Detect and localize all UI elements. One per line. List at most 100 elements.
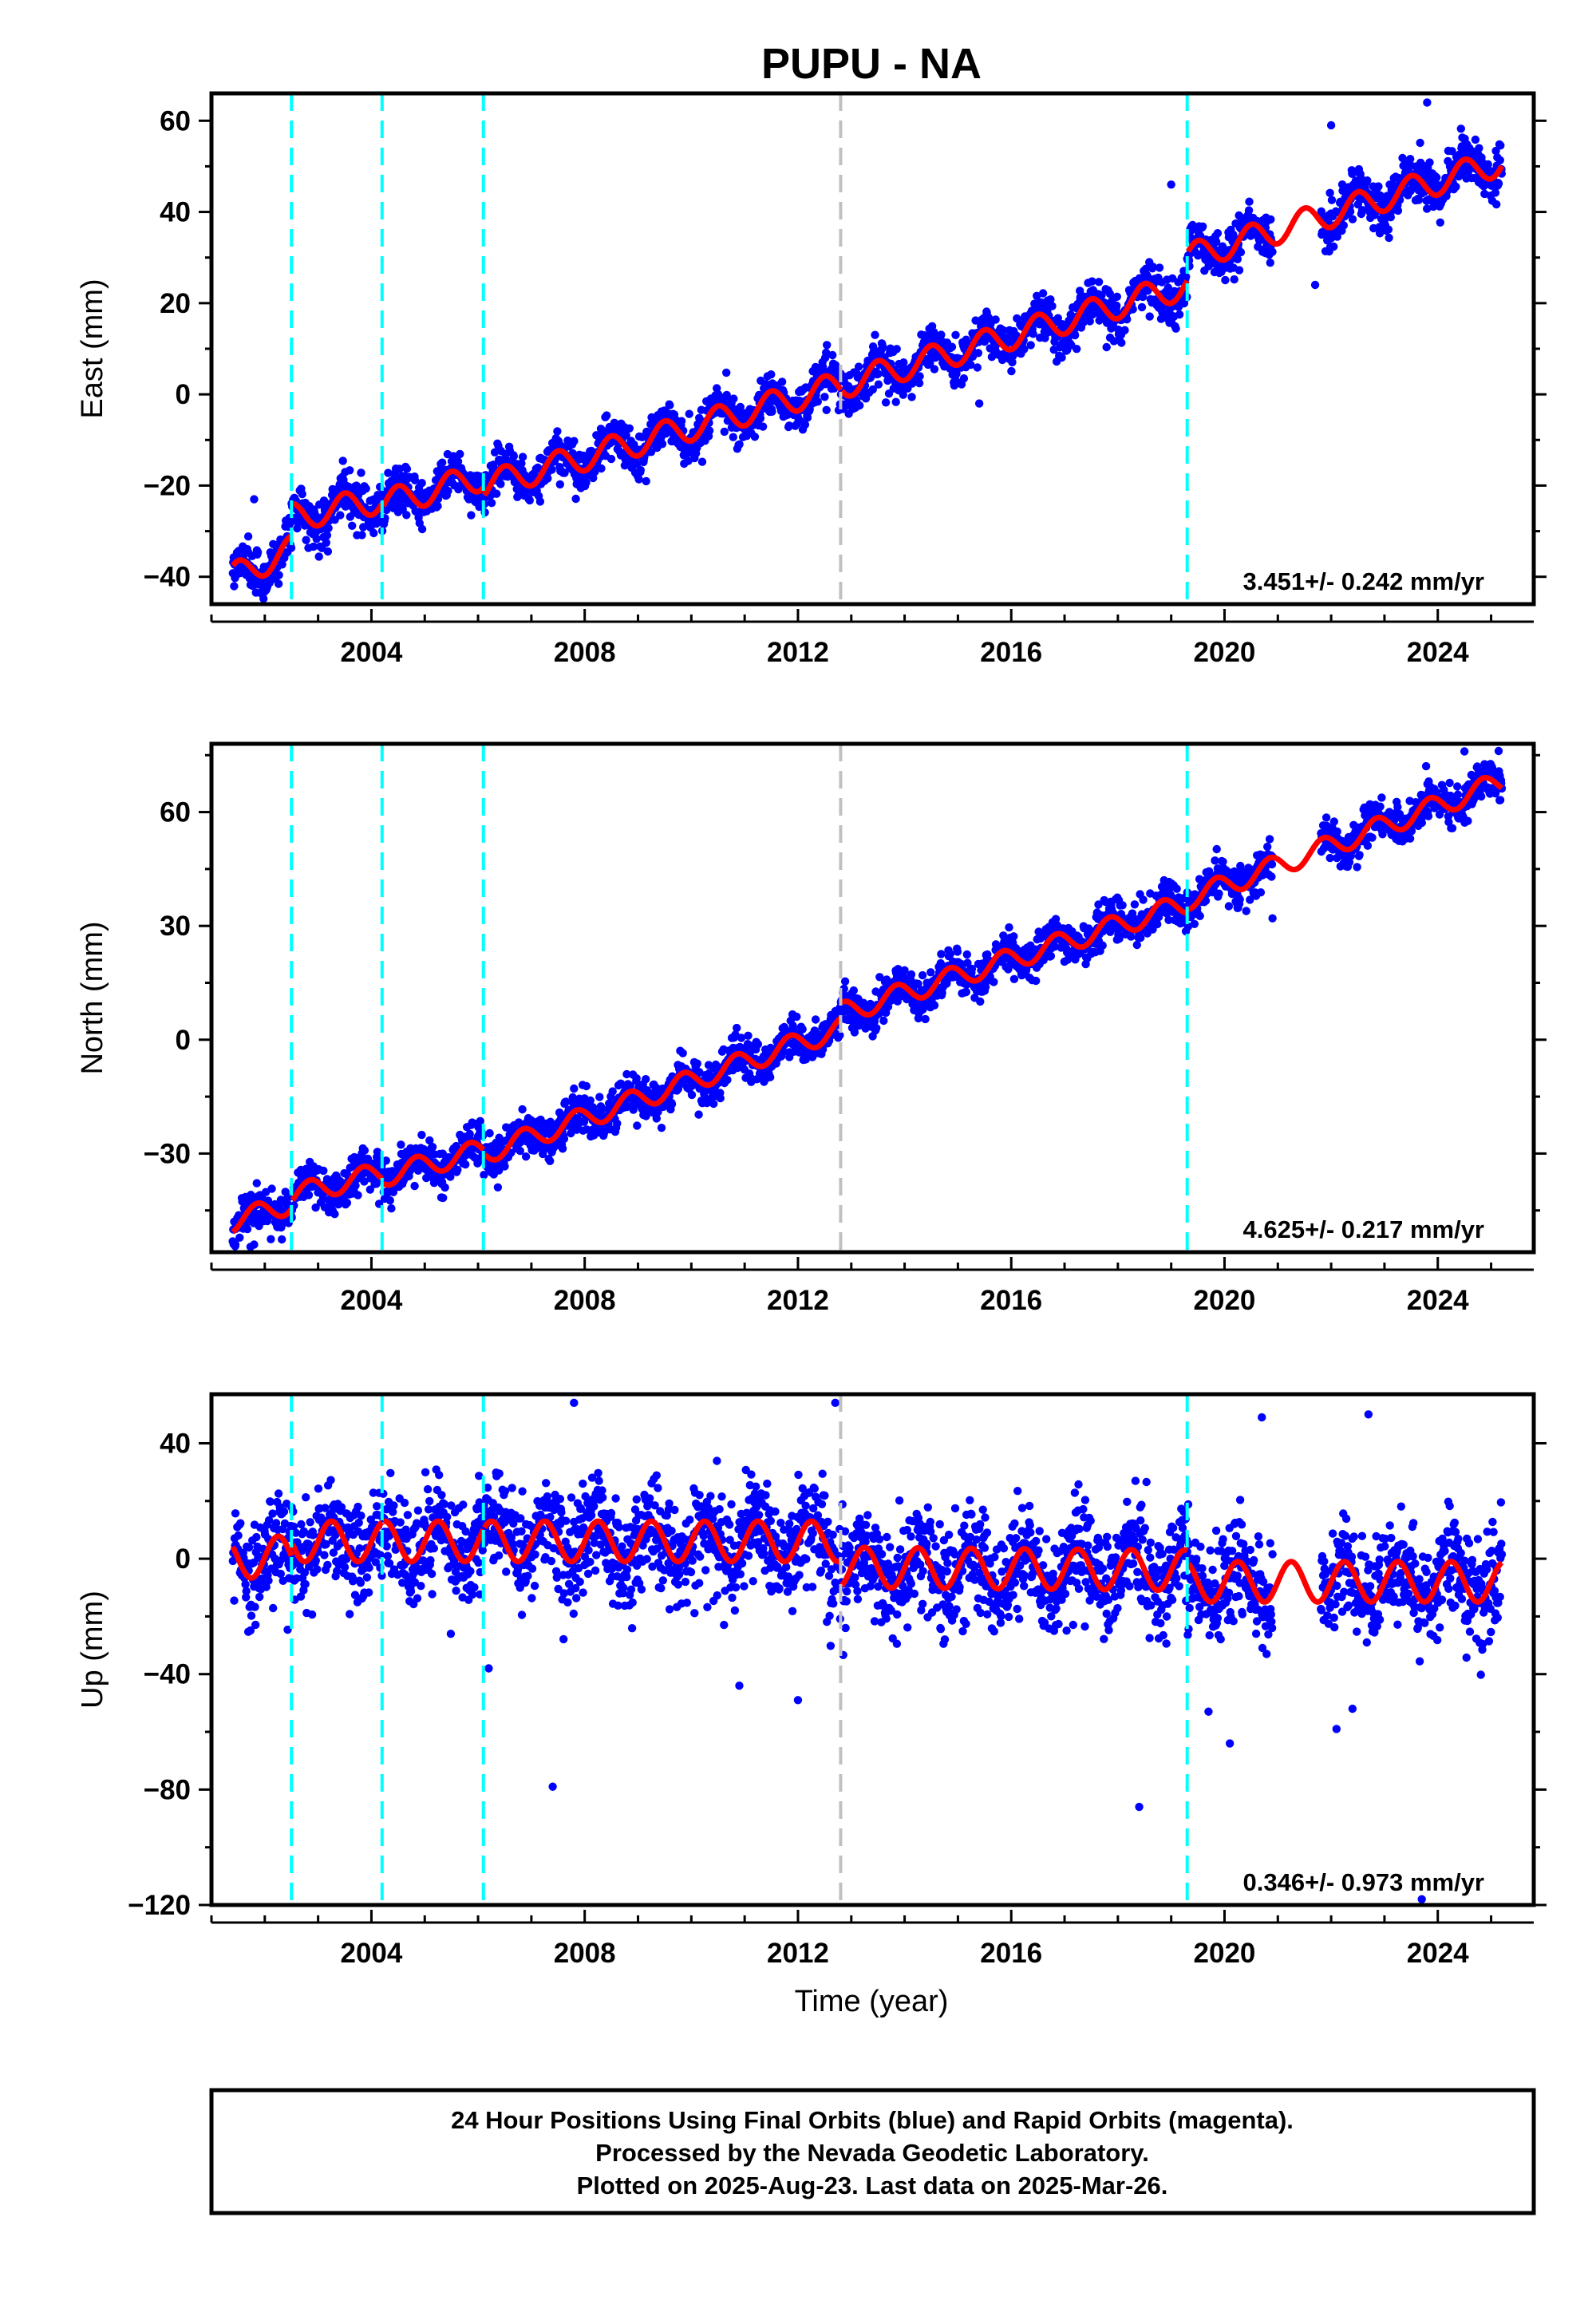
- data-point: [1425, 158, 1434, 167]
- data-point: [693, 1059, 701, 1068]
- data-point: [1211, 237, 1221, 247]
- data-point: [453, 457, 463, 466]
- data-point: [608, 1087, 617, 1096]
- data-point: [1020, 345, 1029, 354]
- data-point: [438, 458, 447, 467]
- data-point: [1171, 324, 1180, 333]
- data-point: [1374, 182, 1383, 191]
- data-point: [849, 986, 859, 995]
- data-point: [1345, 207, 1355, 216]
- data-point: [667, 1100, 677, 1109]
- data-point: [633, 1121, 642, 1130]
- data-point: [753, 1040, 763, 1049]
- data-point: [984, 314, 994, 322]
- data-point: [918, 970, 927, 980]
- data-point: [358, 531, 366, 539]
- data-point: [1406, 155, 1415, 164]
- data-point: [937, 950, 946, 958]
- x-tick-label: 2020: [1194, 637, 1256, 668]
- y-tick-label: −20: [144, 470, 191, 501]
- data-point: [678, 1049, 687, 1057]
- data-point: [1155, 263, 1164, 272]
- data-point: [811, 1015, 820, 1024]
- data-point: [1230, 275, 1238, 284]
- data-point: [1213, 229, 1223, 238]
- data-point: [354, 1191, 362, 1199]
- data-point: [646, 448, 656, 456]
- data-point: [800, 420, 810, 429]
- data-point: [1172, 884, 1181, 893]
- data-point: [959, 374, 969, 383]
- data-point: [571, 494, 580, 504]
- data-point: [947, 342, 957, 351]
- data-point: [871, 330, 879, 339]
- data-point: [1130, 900, 1140, 909]
- data-point: [1432, 173, 1441, 182]
- data-point: [402, 511, 411, 520]
- data-point: [385, 1196, 394, 1205]
- data-point: [735, 440, 744, 449]
- data-point: [489, 460, 498, 469]
- data-point: [926, 968, 935, 977]
- data-point: [384, 468, 393, 477]
- data-point: [402, 464, 412, 473]
- data-point: [417, 524, 427, 534]
- data-point: [433, 501, 442, 511]
- data-point: [1153, 919, 1162, 929]
- data-point-outlier: [1326, 121, 1336, 130]
- data-point: [1097, 290, 1106, 299]
- data-point: [723, 1075, 732, 1085]
- data-point: [891, 397, 900, 406]
- data-point: [252, 1179, 261, 1188]
- x-tick-label: 2016: [980, 637, 1042, 668]
- data-point: [1079, 318, 1088, 326]
- data-point: [1393, 206, 1403, 215]
- plot-area: [228, 93, 1507, 604]
- data-point: [820, 393, 829, 401]
- data-point: [1007, 366, 1016, 376]
- data-point: [259, 595, 268, 603]
- data-point: [966, 360, 975, 370]
- data-point: [1452, 182, 1460, 192]
- x-tick-label: 2008: [554, 637, 616, 668]
- data-point: [962, 987, 971, 997]
- data-point: [1492, 200, 1501, 209]
- data-point: [1132, 940, 1142, 950]
- data-point: [312, 535, 321, 543]
- data-point: [1005, 923, 1013, 932]
- data-point: [687, 1090, 697, 1100]
- data-point: [634, 475, 643, 484]
- data-point: [962, 950, 972, 959]
- data-point: [546, 1156, 555, 1166]
- data-point: [1033, 291, 1041, 300]
- data-point-outlier: [1167, 180, 1175, 189]
- data-point: [1120, 326, 1129, 334]
- data-point: [1046, 951, 1056, 961]
- data-point: [336, 511, 345, 520]
- data-point: [1148, 263, 1157, 271]
- data-point: [1384, 225, 1393, 234]
- data-point-outlier: [1423, 98, 1432, 107]
- x-tick-label: 2012: [767, 637, 829, 668]
- data-point: [813, 397, 822, 406]
- data-point: [428, 1143, 437, 1152]
- data-point: [951, 330, 960, 339]
- data-point: [999, 326, 1008, 334]
- data-point: [1266, 259, 1275, 267]
- data-point: [697, 457, 707, 466]
- data-point: [822, 348, 831, 358]
- data-point: [1398, 153, 1407, 163]
- data-point: [899, 390, 908, 399]
- data-point: [758, 422, 768, 431]
- data-point: [595, 1093, 604, 1101]
- data-point: [1329, 242, 1338, 251]
- data-point: [930, 328, 938, 337]
- y-tick-label: 60: [160, 105, 191, 136]
- plot-area: [228, 744, 1507, 1252]
- data-point: [275, 571, 283, 579]
- data-point: [1145, 312, 1154, 321]
- data-point: [1333, 232, 1342, 241]
- y-tick-label: −40: [144, 562, 191, 593]
- data-point: [274, 579, 283, 588]
- data-point: [1436, 218, 1445, 227]
